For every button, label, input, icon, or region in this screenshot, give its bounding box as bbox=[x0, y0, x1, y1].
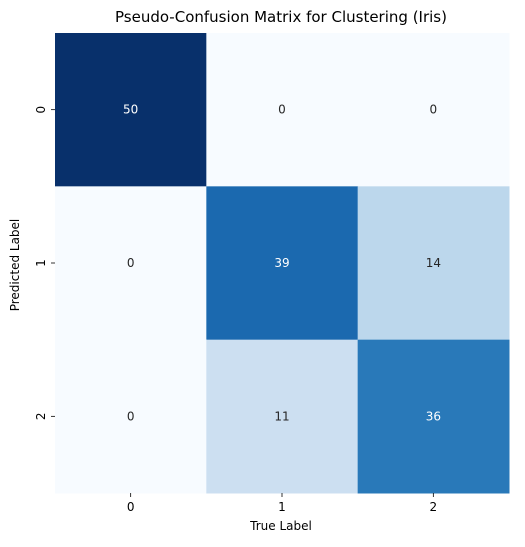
heatmap-cell-0-0 bbox=[55, 33, 207, 187]
x-axis-label: True Label bbox=[249, 519, 312, 533]
heatmap-cell-0-2 bbox=[357, 33, 510, 187]
y-tick-label-1: 1 bbox=[34, 259, 48, 267]
x-axis-ticks: 0 1 2 bbox=[127, 493, 437, 514]
cell-annotation-0-0: 50 bbox=[123, 103, 138, 117]
cell-annotation-0-2: 0 bbox=[430, 103, 438, 117]
heatmap-cell-2-1 bbox=[206, 339, 359, 494]
heatmap-cell-2-0 bbox=[55, 339, 207, 494]
heatmap-cell-2-2 bbox=[357, 339, 510, 494]
cell-annotation-0-1: 0 bbox=[278, 103, 286, 117]
heatmap-cell-1-1 bbox=[206, 186, 359, 341]
cell-annotation-1-0: 0 bbox=[127, 256, 135, 270]
y-tick-label-0: 0 bbox=[34, 106, 48, 114]
y-tick-label-2: 2 bbox=[34, 413, 48, 421]
cell-annotation-1-1: 39 bbox=[274, 256, 289, 270]
cell-annotation-2-1: 11 bbox=[274, 409, 289, 423]
cell-annotation-2-0: 0 bbox=[127, 409, 135, 423]
heatmap-cells bbox=[55, 33, 510, 494]
heatmap-cell-1-2 bbox=[357, 186, 510, 341]
heatmap-cell-0-1 bbox=[206, 33, 359, 187]
cell-annotation-1-2: 14 bbox=[426, 256, 441, 270]
x-tick-label-0: 0 bbox=[127, 500, 135, 514]
x-tick-label-2: 2 bbox=[430, 500, 438, 514]
cell-annotations: 50 0 0 0 39 14 0 11 36 bbox=[123, 103, 441, 424]
x-tick-label-1: 1 bbox=[278, 500, 286, 514]
heatmap-cell-1-0 bbox=[55, 186, 207, 341]
cell-annotation-2-2: 36 bbox=[426, 409, 441, 423]
chart-title: Pseudo-Confusion Matrix for Clustering (… bbox=[115, 8, 447, 26]
y-axis-label: Predicted Label bbox=[8, 219, 22, 312]
y-axis-ticks: 0 1 2 bbox=[34, 106, 55, 420]
